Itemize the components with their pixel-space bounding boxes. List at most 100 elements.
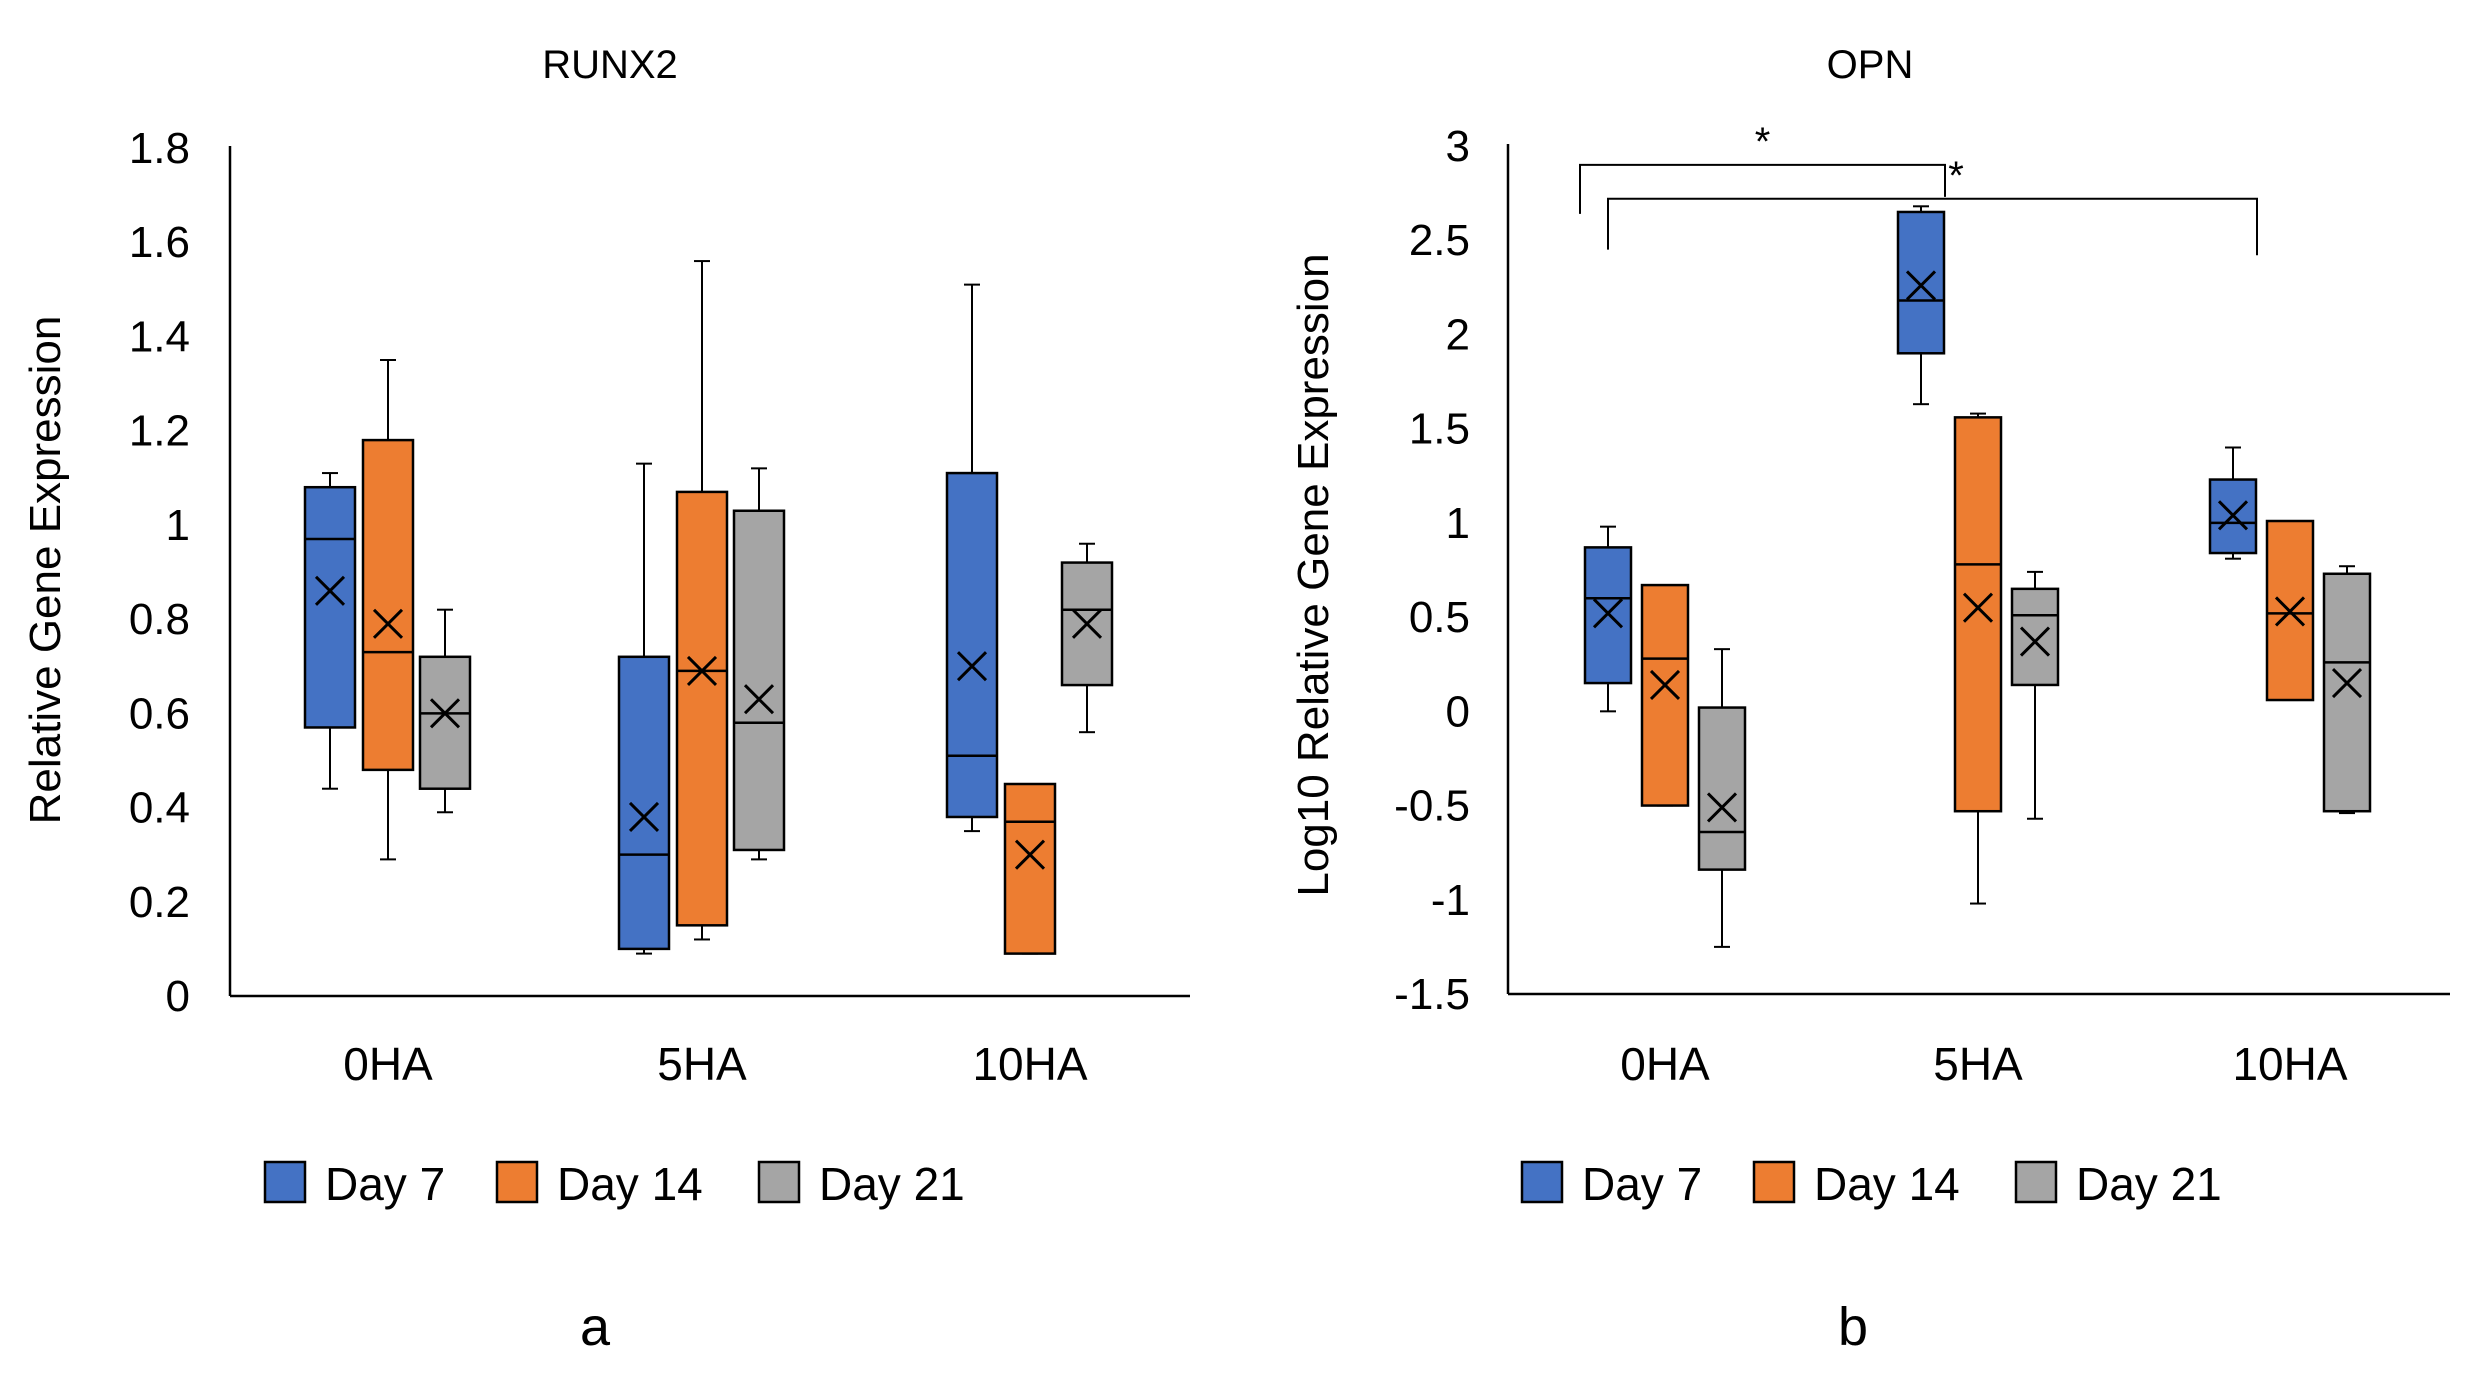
mean-marker	[2331, 668, 2363, 699]
box-rect	[1003, 782, 1057, 955]
box-day-21-10ha	[1060, 542, 1114, 734]
y-axis-label: Log10 Relative Gene Expression	[1289, 253, 1338, 896]
mean-marker	[372, 608, 404, 639]
box-day-14-5ha	[1953, 412, 2003, 905]
box-rect	[1953, 416, 2003, 813]
y-tick-label: 0.5	[1409, 593, 1470, 642]
box-day-7-10ha	[2208, 446, 2258, 560]
chart-title: OPN	[1827, 43, 1914, 87]
box-rect	[945, 471, 999, 819]
mean-marker	[1905, 270, 1937, 301]
x-category-label: 0HA	[343, 1038, 433, 1090]
legend-label: Day 21	[2076, 1158, 2222, 1210]
box-day-14-10ha	[1003, 782, 1057, 955]
y-tick-label: 0	[166, 972, 190, 1021]
runx2-chart: RUNX2 Relative Gene Expression 0 0.2 0.4 0.6 0…	[21, 43, 1190, 1357]
mean-marker	[686, 655, 718, 686]
panel-label: b	[1838, 1297, 1868, 1357]
mean-marker	[429, 698, 461, 729]
box-day-7-0ha	[303, 472, 357, 790]
y-tick-label: -1.5	[1394, 970, 1470, 1019]
y-tick-label: 1.6	[129, 218, 190, 267]
box-day-14-5ha	[675, 260, 729, 941]
mean-marker	[1962, 592, 1994, 623]
y-tick-label: 1.5	[1409, 405, 1470, 454]
box-rect	[1697, 706, 1747, 871]
y-tick-label: 1.2	[129, 407, 190, 456]
significance-label: *	[1755, 120, 1771, 164]
box-day-21-5ha	[732, 467, 786, 861]
x-category-label: 10HA	[972, 1038, 1087, 1090]
mean-marker	[956, 651, 988, 682]
y-tick-label: 1.4	[129, 312, 190, 361]
box-rect	[418, 655, 472, 790]
box-day-7-0ha	[1583, 525, 1633, 713]
box-day-7-5ha	[1896, 205, 1946, 406]
y-tick-label: 0.4	[129, 784, 190, 833]
box-day-14-10ha	[2265, 519, 2315, 702]
legend-swatch	[2014, 1160, 2058, 1204]
legend-swatch	[495, 1160, 539, 1204]
legend-swatch	[263, 1160, 307, 1204]
mean-marker	[1649, 669, 1681, 701]
legend-label: Day 14	[1814, 1158, 1960, 1210]
box-day-7-10ha	[945, 283, 999, 833]
x-category-label: 0HA	[1620, 1038, 1710, 1090]
box-day-14-0ha	[361, 359, 415, 861]
legend-swatch	[757, 1160, 801, 1204]
box-rect	[2322, 572, 2372, 813]
box-day-7-5ha	[617, 462, 671, 955]
legend-label: Day 14	[557, 1158, 703, 1210]
y-tick-label: 2.5	[1409, 216, 1470, 265]
y-tick-label: -0.5	[1394, 782, 1470, 831]
legend-swatch	[1520, 1160, 1564, 1204]
legend-label: Day 21	[819, 1158, 965, 1210]
mean-marker	[2274, 596, 2306, 627]
chart-title: RUNX2	[542, 43, 678, 87]
box-day-21-5ha	[2010, 570, 2060, 820]
box-rect	[361, 438, 415, 772]
box-day-14-0ha	[1640, 583, 1690, 807]
y-tick-label: -1	[1431, 876, 1470, 925]
panel-label: a	[580, 1297, 611, 1357]
y-tick-label: 1.8	[129, 124, 190, 173]
y-axis-label: Relative Gene Expression	[21, 316, 70, 825]
y-tick-label: 1	[166, 501, 190, 550]
mean-marker	[1592, 598, 1624, 629]
y-tick-label: 0.8	[129, 595, 190, 644]
box-rect	[1896, 210, 1946, 355]
significance-bracket	[1607, 197, 2258, 256]
y-tick-label: 0	[1446, 687, 1470, 736]
opn-chart: OPN Log10 Relative Gene Expression -1.5 -1 -…	[1289, 43, 2450, 1357]
mean-marker	[314, 575, 346, 606]
box-rect	[2010, 587, 2060, 687]
y-tick-label: 0.6	[129, 689, 190, 738]
y-tick-label: 3	[1446, 122, 1470, 171]
significance-bracket	[1579, 163, 1946, 214]
legend-label: Day 7	[1582, 1158, 1702, 1210]
mean-marker	[2019, 626, 2051, 657]
mean-marker	[1071, 608, 1103, 639]
y-tick-label: 1	[1446, 499, 1470, 548]
box-rect	[732, 509, 786, 852]
box-rect	[617, 655, 671, 951]
box-day-21-0ha	[1697, 648, 1747, 948]
legend-swatch	[1752, 1160, 1796, 1204]
x-category-label: 5HA	[657, 1038, 747, 1090]
significance-label: *	[1948, 154, 1964, 198]
box-rect	[1640, 583, 1690, 807]
x-category-label: 5HA	[1933, 1038, 2023, 1090]
legend-label: Day 7	[325, 1158, 445, 1210]
mean-marker	[1706, 792, 1738, 823]
mean-marker	[743, 684, 775, 715]
y-tick-label: 0.2	[129, 878, 190, 927]
mean-marker	[2217, 500, 2249, 531]
box-day-21-10ha	[2322, 565, 2372, 815]
mean-marker	[1014, 839, 1046, 870]
y-tick-label: 2	[1446, 310, 1470, 359]
box-rect	[303, 485, 357, 729]
box-rect	[675, 490, 729, 927]
mean-marker	[628, 801, 660, 833]
box-day-21-0ha	[418, 608, 472, 814]
